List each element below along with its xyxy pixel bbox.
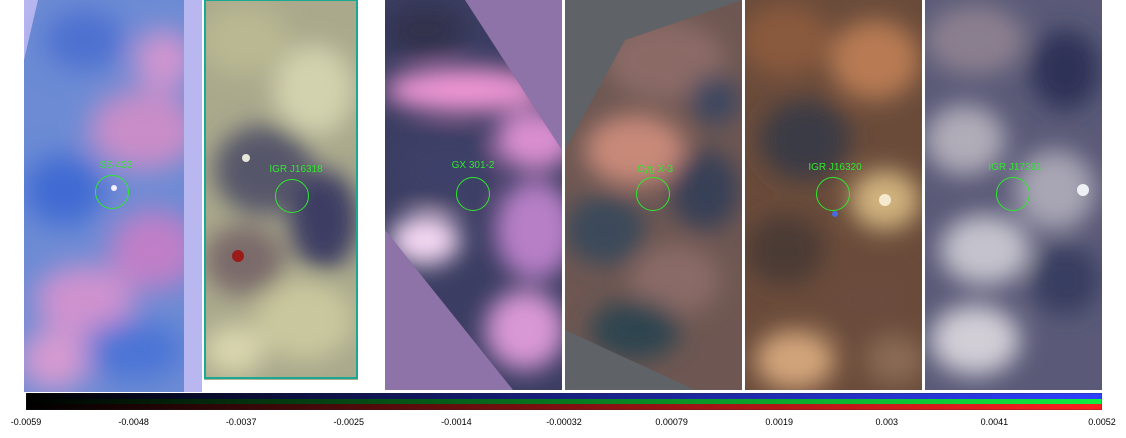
panel-cygx3: Cyg X-3	[565, 0, 742, 390]
panel-gx301: GX 301-2	[385, 0, 562, 390]
target-circle	[275, 179, 309, 213]
target-circle	[816, 177, 850, 211]
colorbar-tick: 0.0052	[1088, 417, 1116, 427]
panel-ss433: SS 433	[24, 0, 202, 392]
colorbar-tick: 0.003	[875, 417, 899, 427]
target-circle	[456, 177, 490, 211]
target-label: Cyg X-3	[636, 164, 674, 175]
target-label: GX 301-2	[451, 160, 495, 171]
colorbar-tick: -0.0059	[10, 417, 42, 427]
colorbar-tick: -0.0025	[333, 417, 365, 427]
colorbar-tick: -0.0048	[118, 417, 149, 427]
target-label: SS 433	[99, 160, 133, 171]
target-label: IGR J16318	[269, 164, 323, 175]
panel-igrj17391-image	[925, 0, 1102, 390]
target-circle	[636, 177, 670, 211]
target-label: IGR J17391	[988, 162, 1042, 173]
colorbar-tick: 0.00079	[655, 417, 688, 427]
colorbar-tick: 0.0019	[765, 417, 793, 427]
panel-igrj17391: IGR J17391	[925, 0, 1102, 390]
colorbar	[26, 393, 1102, 410]
colorbar-tick: -0.0014	[441, 417, 472, 427]
colorbar-tick: -0.00032	[546, 417, 582, 427]
panel-igrj16318: IGR J16318	[204, 0, 358, 380]
target-circle	[95, 175, 129, 209]
target-circle	[996, 177, 1030, 211]
target-label: IGR J16320	[808, 162, 862, 173]
colorbar-tick: 0.0041	[980, 417, 1009, 427]
panel-igrj16320: IGR J16320	[745, 0, 922, 390]
colorbar-tick: -0.0037	[225, 417, 257, 427]
